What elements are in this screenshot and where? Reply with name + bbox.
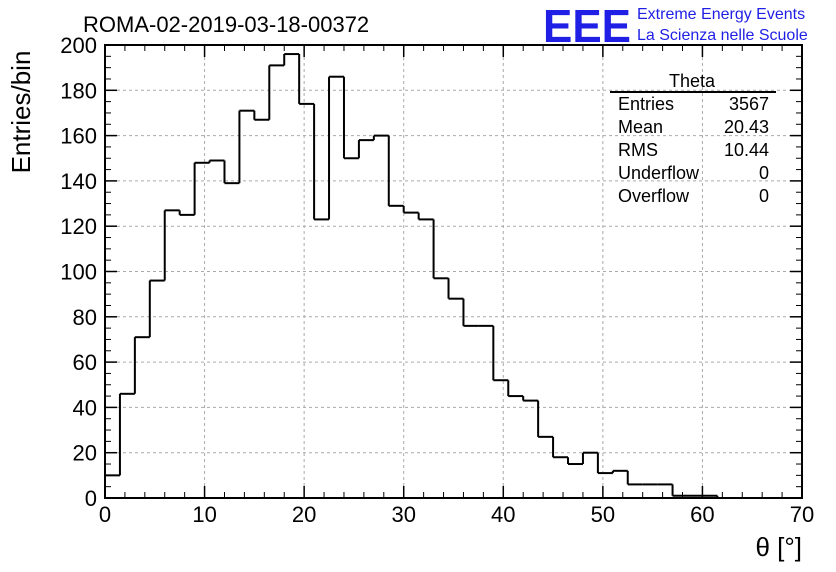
y-tick-label: 80: [73, 305, 97, 330]
stats-label: Overflow: [618, 186, 690, 206]
x-tick-label: 20: [292, 502, 316, 527]
x-axis: 0 10 20 30 40 50 60 70: [99, 45, 814, 527]
x-tick-label: 60: [690, 502, 714, 527]
x-tick-label: 10: [192, 502, 216, 527]
y-tick-label: 140: [60, 169, 97, 194]
y-tick-label: 200: [60, 33, 97, 58]
stats-value: 3567: [729, 94, 769, 114]
x-axis-title: θ [°]: [755, 532, 802, 562]
x-tick-label: 70: [790, 502, 814, 527]
stats-box-title: Theta: [669, 71, 716, 91]
stats-label: Entries: [618, 94, 674, 114]
y-tick-label: 0: [85, 486, 97, 511]
stats-box: Theta Entries 3567 Mean 20.43 RMS 10.44 Underf…: [610, 71, 776, 206]
stats-value: 10.44: [724, 140, 769, 160]
grid-lines: [105, 44, 802, 498]
chart-title: ROMA-02-2019-03-18-00372: [83, 12, 369, 37]
stats-value: 20.43: [724, 117, 769, 137]
stats-label: Mean: [618, 117, 663, 137]
y-tick-label: 100: [60, 260, 97, 285]
logo-line-1: Extreme Energy Events: [637, 6, 805, 23]
x-tick-label: 30: [391, 502, 415, 527]
stats-label: RMS: [618, 140, 658, 160]
logo-line-2: La Scienza nelle Scuole: [637, 27, 808, 44]
y-tick-label: 40: [73, 395, 97, 420]
logo-mark: EEE: [543, 0, 631, 52]
stats-value: 0: [759, 163, 769, 183]
y-tick-label: 120: [60, 214, 97, 239]
logo: EEE Extreme Energy Events La Scienza nel…: [543, 0, 808, 52]
y-tick-label: 20: [73, 441, 97, 466]
x-tick-label: 0: [99, 502, 111, 527]
y-axis-title: Entries/bin: [6, 51, 36, 174]
stats-label: Underflow: [618, 163, 700, 183]
y-tick-label: 180: [60, 78, 97, 103]
x-tick-label: 40: [491, 502, 515, 527]
stats-value: 0: [759, 186, 769, 206]
y-tick-label: 160: [60, 124, 97, 149]
y-tick-label: 60: [73, 350, 97, 375]
y-axis: 0 20 40 60 80 100 120 140 160 180 200: [60, 33, 802, 511]
x-tick-label: 50: [591, 502, 615, 527]
